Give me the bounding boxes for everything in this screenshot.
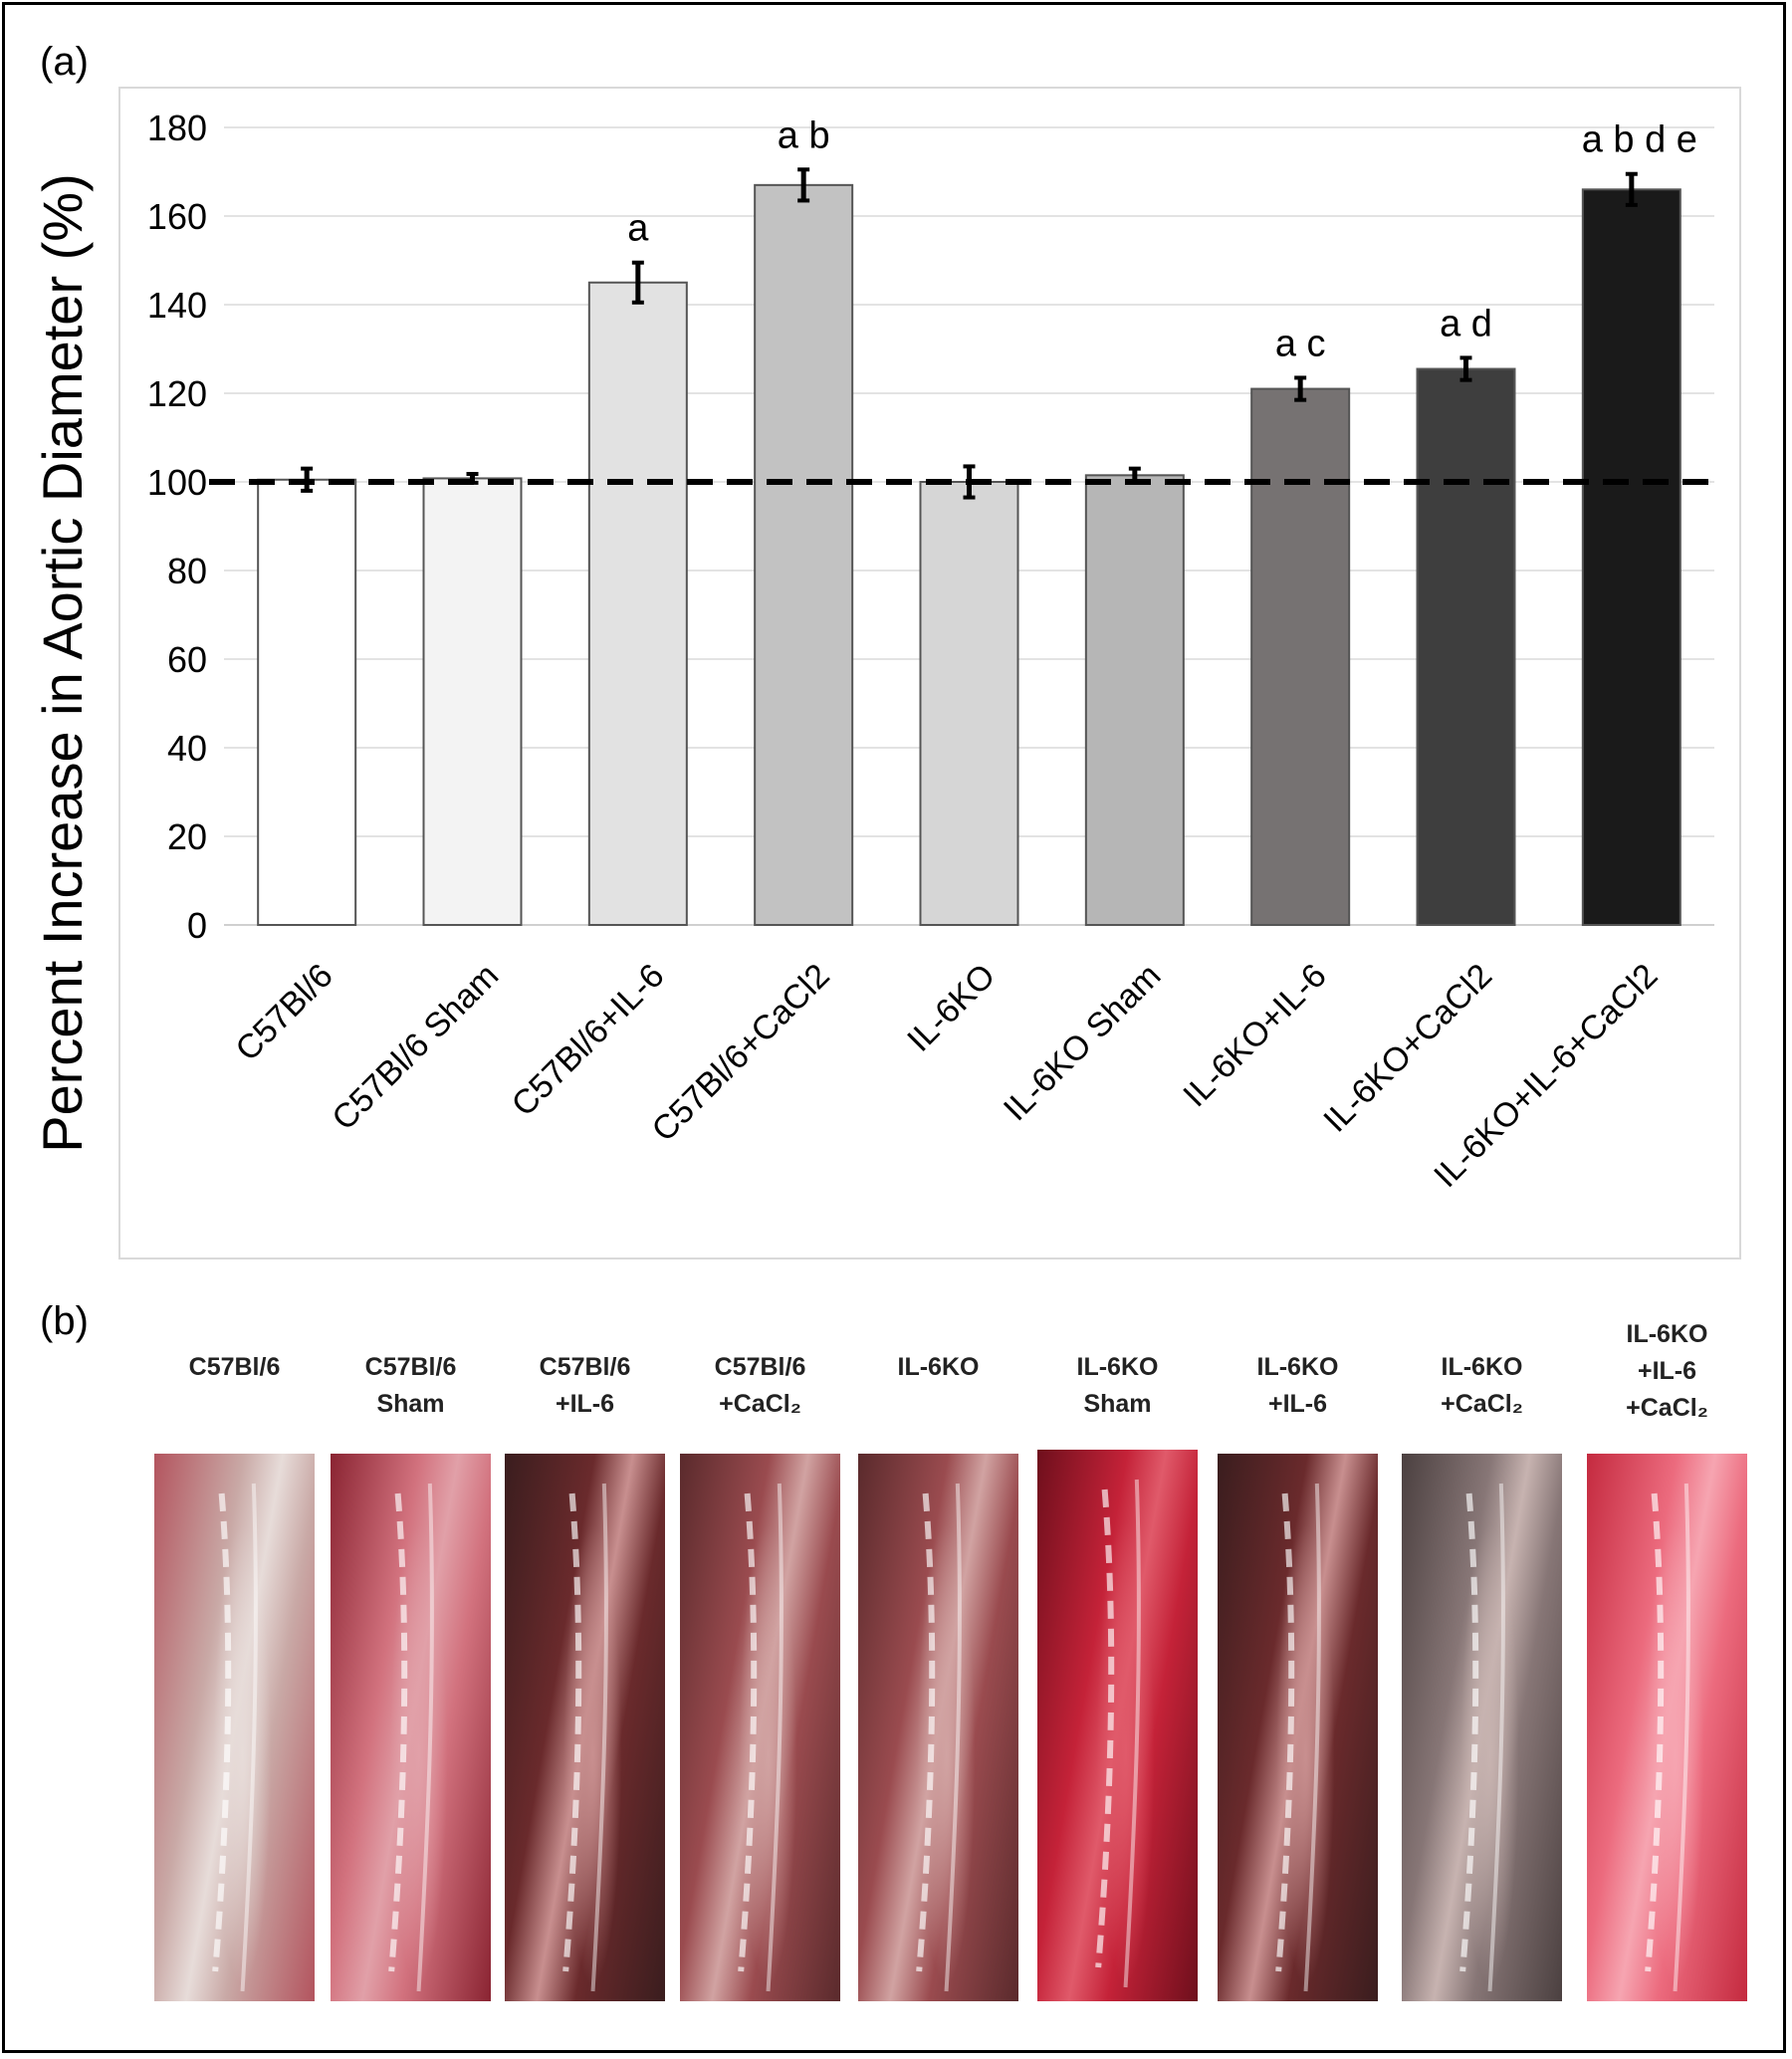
y-tick-label: 0 (187, 905, 207, 946)
bar (587, 281, 688, 926)
photo-caption-line: +IL-6 (1637, 1357, 1697, 1385)
panel-b-label: (b) (40, 1299, 89, 1343)
photo-caption-line: +CaCl₂ (1626, 1394, 1708, 1422)
photo-caption: C57Bl/6 +CaCl₂ (660, 1349, 860, 1423)
photo-caption-line: Sham (1083, 1390, 1152, 1418)
bar (1416, 367, 1516, 926)
photo-caption-line: C57Bl/6 (188, 1353, 281, 1381)
photo-caption-line: C57Bl/6 (714, 1353, 806, 1381)
significance-label: a c (1275, 323, 1326, 364)
aorta-photo (505, 1454, 665, 2001)
y-tick-label: 40 (167, 728, 207, 769)
photo-caption: IL-6KO (838, 1349, 1038, 1386)
photo-caption-line: IL-6KO (1076, 1353, 1159, 1381)
bar (1250, 387, 1351, 926)
bar (257, 478, 357, 926)
photo-caption-line: IL-6KO (897, 1353, 980, 1381)
aorta-photo (1037, 1450, 1198, 2001)
aorta-photo (154, 1454, 315, 2001)
y-tick-label: 180 (147, 108, 207, 148)
y-tick-label: 20 (167, 816, 207, 857)
significance-label: a d (1440, 303, 1492, 344)
y-tick-label: 140 (147, 285, 207, 326)
photo-caption-line: +IL-6 (1267, 1390, 1328, 1418)
aorta-photo (680, 1454, 840, 2001)
bar (1581, 188, 1681, 927)
photo-caption: C57Bl/6 +IL-6 (485, 1349, 685, 1423)
photo-caption-line: Sham (376, 1390, 445, 1418)
y-axis-label: Percent Increase in Aortic Diameter (%) (31, 173, 94, 1152)
photo-caption-line: +IL-6 (555, 1390, 615, 1418)
aorta-photo (858, 1454, 1018, 2001)
photo-caption-line: C57Bl/6 (539, 1353, 631, 1381)
significance-label: a (627, 208, 649, 250)
photo-caption: IL-6KO Sham (1017, 1349, 1218, 1423)
aorta-photo (1402, 1454, 1562, 2001)
bar (1084, 474, 1185, 926)
y-tick-label: 60 (167, 639, 207, 680)
photo-caption: IL-6KO +IL-6 +CaCl₂ (1567, 1316, 1767, 1427)
y-tick-label: 160 (147, 196, 207, 237)
y-tick-label: 80 (167, 551, 207, 591)
photo-caption-line: +CaCl₂ (1441, 1390, 1523, 1418)
aorta-photo (1218, 1454, 1378, 2001)
photo-caption: IL-6KO +IL-6 (1198, 1349, 1398, 1423)
significance-label: a b (778, 114, 830, 156)
bar (919, 481, 1019, 926)
aorta-photo (1587, 1454, 1747, 2001)
bar-chart: 0 20 40 60 80 100 120 140 160 180 Percent Increase… (31, 87, 1741, 1259)
photo-caption: C57Bl/6 (134, 1349, 335, 1386)
photo-caption-line: IL-6KO (1441, 1353, 1523, 1381)
aorta-photo (331, 1454, 491, 2001)
photo-caption: IL-6KO +CaCl₂ (1382, 1349, 1582, 1423)
y-tick-label: 120 (147, 373, 207, 414)
significance-label: a b d e (1582, 119, 1697, 161)
photo-caption: C57Bl/6 Sham (311, 1349, 511, 1423)
panel-a-label: (a) (40, 40, 89, 84)
photo-caption-line: IL-6KO (1256, 1353, 1339, 1381)
bar (754, 183, 854, 927)
photo-caption-line: C57Bl/6 (364, 1353, 457, 1381)
y-tick-label: 100 (147, 462, 207, 503)
photo-caption-line: IL-6KO (1626, 1320, 1708, 1348)
photo-caption-line: +CaCl₂ (719, 1390, 801, 1418)
bar (422, 477, 523, 926)
